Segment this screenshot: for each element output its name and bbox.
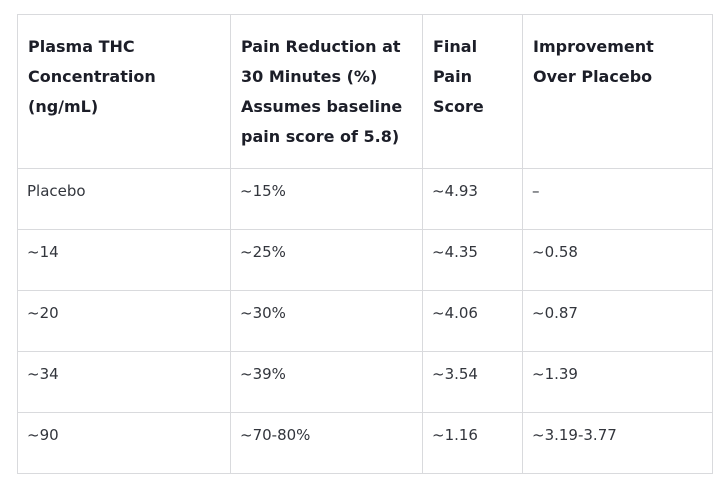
col-header-final-pain-score: Final Pain Score [422,14,523,169]
col-header-pain-reduction: Pain Reduction at 30 Minutes (%) Assumes… [230,14,423,169]
cell-final-pain-score: ~4.35 [422,229,523,291]
cell-concentration: ~34 [17,351,231,413]
cell-pain-reduction: ~30% [230,290,423,352]
table-row-90: ~90 ~70-80% ~1.16 ~3.19-3.77 [17,412,713,474]
cell-improvement: ~0.87 [522,290,713,352]
cell-pain-reduction: ~70-80% [230,412,423,474]
table-row-34: ~34 ~39% ~3.54 ~1.39 [17,351,713,413]
cell-concentration: ~90 [17,412,231,474]
thc-pain-table: Plasma THC Concentration (ng/mL) Pain Re… [17,14,713,474]
table-row-20: ~20 ~30% ~4.06 ~0.87 [17,290,713,352]
table-row-placebo: Placebo ~15% ~4.93 – [17,168,713,230]
cell-final-pain-score: ~4.06 [422,290,523,352]
cell-final-pain-score: ~4.93 [422,168,523,230]
cell-improvement: ~1.39 [522,351,713,413]
col-header-plasma-thc-concentration: Plasma THC Concentration (ng/mL) [17,14,231,169]
cell-pain-reduction: ~15% [230,168,423,230]
col-header-improvement-over-placebo: Improvement Over Placebo [522,14,713,169]
cell-improvement: – [522,168,713,230]
cell-pain-reduction: ~39% [230,351,423,413]
cell-improvement: ~3.19-3.77 [522,412,713,474]
cell-final-pain-score: ~3.54 [422,351,523,413]
cell-concentration: ~20 [17,290,231,352]
cell-final-pain-score: ~1.16 [422,412,523,474]
cell-pain-reduction: ~25% [230,229,423,291]
cell-concentration: Placebo [17,168,231,230]
header-row: Plasma THC Concentration (ng/mL) Pain Re… [17,14,713,169]
cell-concentration: ~14 [17,229,231,291]
cell-improvement: ~0.58 [522,229,713,291]
table-row-14: ~14 ~25% ~4.35 ~0.58 [17,229,713,291]
